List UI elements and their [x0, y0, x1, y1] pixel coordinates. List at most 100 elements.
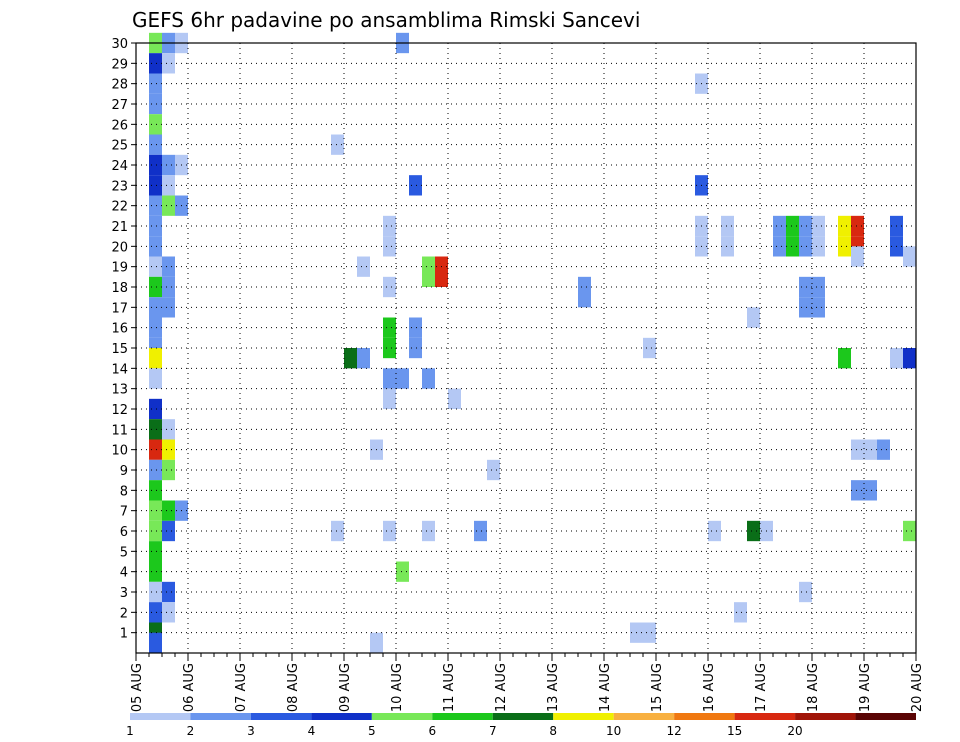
- x-tick-label: 10 AUG: [390, 663, 405, 712]
- precip-cell: [357, 256, 370, 277]
- precip-cell: [149, 398, 162, 420]
- precip-cell: [708, 520, 721, 542]
- precip-cell: [643, 622, 656, 643]
- colorbar-segment: [613, 713, 675, 720]
- precip-cell: [149, 195, 162, 216]
- colorbar-segment: [492, 713, 554, 720]
- colorbar-segment: [130, 713, 191, 720]
- precip-cell: [851, 215, 864, 237]
- y-tick-label: 12: [111, 403, 128, 418]
- y-tick-label: 16: [111, 322, 128, 337]
- precip-cell: [149, 602, 162, 623]
- y-tick-label: 15: [111, 342, 128, 357]
- precip-cell: [435, 266, 448, 287]
- x-tick-label: 11 AUG: [442, 663, 457, 712]
- y-tick-label: 14: [111, 362, 128, 377]
- colorbar-label: 6: [428, 724, 436, 738]
- precip-cell: [383, 236, 396, 257]
- precip-cell: [162, 500, 175, 521]
- x-axis: 05 AUG 06 AUG 07 AUG 08 AUG 09 AUG 10 AUG 11 A…: [130, 653, 925, 712]
- y-tick-label: 9: [120, 464, 128, 479]
- x-tick-label: 07 AUG: [234, 663, 249, 712]
- precip-cell: [149, 541, 162, 562]
- precip-cell: [734, 602, 747, 623]
- chart-title: GEFS 6hr padavine po ansamblima Rimski S…: [132, 8, 640, 32]
- y-tick-label: 6: [120, 525, 128, 540]
- precip-cell: [422, 266, 435, 287]
- precip-cell: [149, 368, 162, 389]
- colorbar: 1 2 3 4 5 6 7 8 10 12 15 20: [126, 713, 916, 738]
- colorbar-segment: [855, 713, 916, 720]
- colorbar-label: 8: [549, 724, 557, 738]
- precip-cell: [448, 388, 461, 409]
- precip-cell: [864, 439, 877, 460]
- precip-cell: [838, 348, 851, 369]
- precip-cell: [422, 520, 435, 542]
- precip-cell: [487, 459, 500, 481]
- y-tick-label: 30: [111, 37, 128, 52]
- precip-cell: [162, 175, 175, 196]
- colorbar-segment: [190, 713, 251, 720]
- colorbar-label: 10: [606, 724, 621, 738]
- precip-cell: [162, 53, 175, 74]
- precip-cell: [162, 439, 175, 460]
- colorbar-label: 20: [787, 724, 802, 738]
- y-axis: 1234567891011121314151617181920212223242…: [111, 37, 136, 642]
- y-tick-label: 10: [111, 444, 128, 459]
- precip-cell: [162, 581, 175, 603]
- precip-cell: [890, 348, 903, 369]
- precip-cell: [747, 307, 760, 328]
- precip-cell: [149, 297, 162, 318]
- precip-cell: [162, 297, 175, 318]
- precip-cell: [383, 337, 396, 359]
- precip-cell: [578, 287, 591, 308]
- precip-cell: [331, 134, 344, 155]
- x-tick-label: 16 AUG: [702, 663, 717, 712]
- precip-cell: [851, 439, 864, 460]
- precip-cell: [149, 439, 162, 460]
- y-tick-label: 8: [120, 484, 128, 499]
- precip-cell: [162, 419, 175, 440]
- precip-cell: [383, 388, 396, 409]
- precip-cell: [149, 459, 162, 481]
- y-tick-label: 24: [111, 159, 128, 174]
- colorbar-segment: [734, 713, 796, 720]
- precip-cell: [149, 73, 162, 94]
- grid-lines: [136, 42, 916, 653]
- precip-cell: [370, 632, 383, 653]
- precip-cell: [149, 419, 162, 440]
- precip-cell: [149, 520, 162, 542]
- y-tick-label: 18: [111, 281, 128, 296]
- precip-cell: [903, 520, 916, 542]
- colorbar-label: 7: [489, 724, 497, 738]
- precip-cell: [149, 154, 162, 176]
- precip-cell: [162, 154, 175, 176]
- precip-cell: [786, 215, 799, 237]
- precip-cell: [799, 297, 812, 318]
- y-tick-label: 2: [120, 606, 128, 621]
- precip-cell: [838, 215, 851, 237]
- y-tick-label: 5: [120, 545, 128, 560]
- precip-cell: [409, 317, 422, 338]
- x-tick-label: 15 AUG: [650, 663, 665, 712]
- precip-cell: [383, 276, 396, 298]
- colorbar-label: 1: [126, 724, 134, 738]
- precip-cell: [149, 215, 162, 237]
- y-tick-label: 7: [120, 505, 128, 520]
- precip-cell: [383, 520, 396, 542]
- precip-cell: [149, 632, 162, 653]
- data-cells: [149, 32, 916, 653]
- x-tick-label: 13 AUG: [546, 663, 561, 712]
- y-tick-label: 23: [111, 179, 128, 194]
- precip-cell: [903, 348, 916, 369]
- precip-cell: [149, 317, 162, 338]
- y-tick-label: 22: [111, 200, 128, 215]
- precip-cell: [773, 236, 786, 257]
- y-tick-label: 28: [111, 78, 128, 93]
- precip-cell: [149, 480, 162, 501]
- y-tick-label: 20: [111, 240, 128, 255]
- precip-cell: [162, 602, 175, 623]
- colorbar-segment: [311, 713, 372, 720]
- colorbar-segment: [432, 713, 493, 720]
- precip-cell: [149, 256, 162, 277]
